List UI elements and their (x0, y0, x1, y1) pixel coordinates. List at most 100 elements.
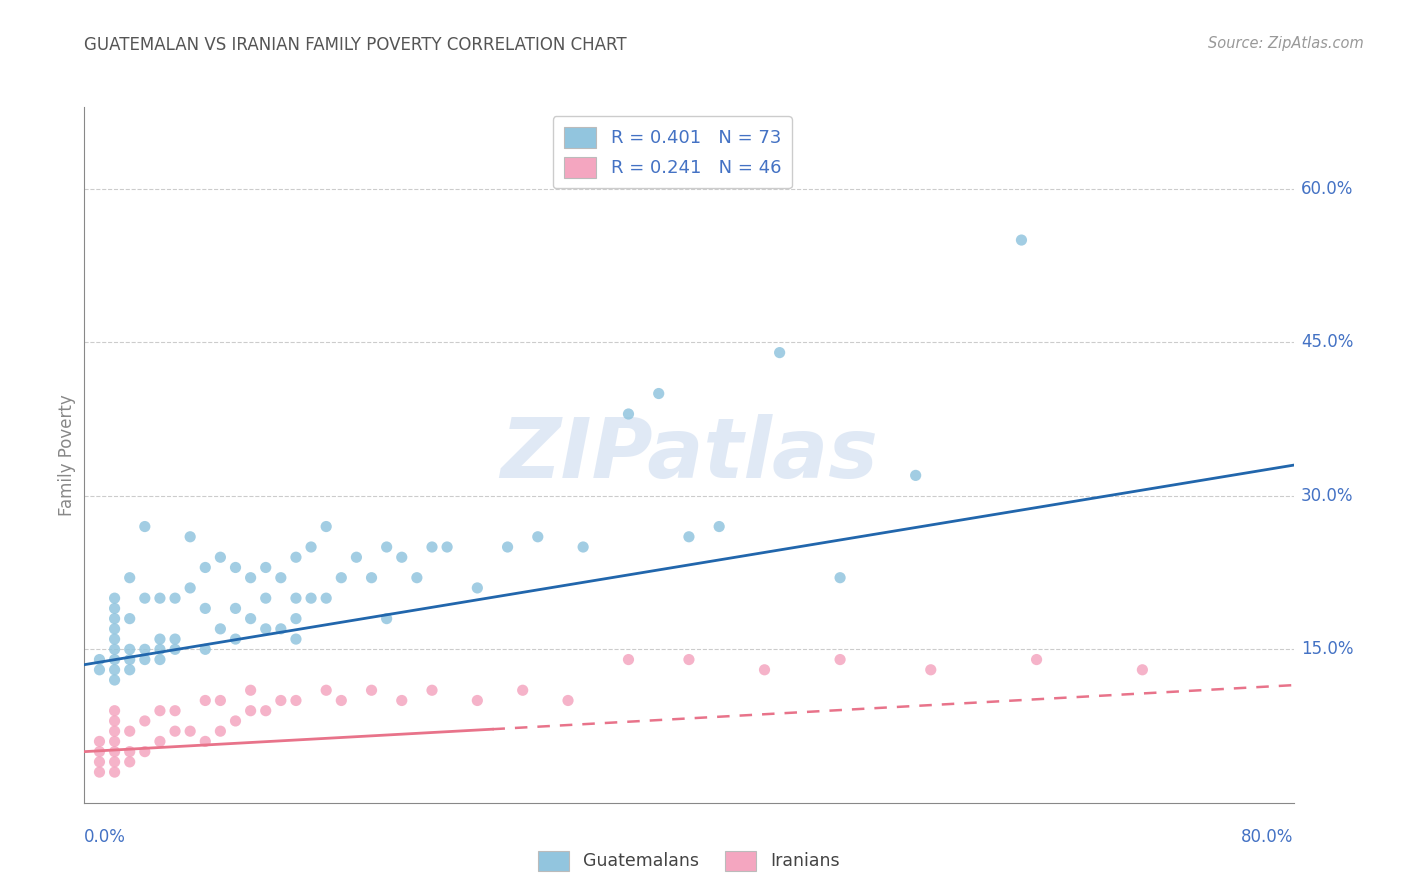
Point (118, 745, 141, 759)
Point (754, 663, 776, 677)
Point (89, 663, 111, 677)
Point (118, 663, 141, 677)
Point (149, 734, 172, 748)
Point (118, 652, 141, 666)
Point (209, 693, 232, 707)
Point (239, 704, 262, 718)
Point (830, 571, 852, 585)
Point (118, 642, 141, 657)
Point (254, 704, 277, 718)
Point (209, 550, 232, 565)
Point (104, 745, 127, 759)
Point (678, 652, 700, 666)
Point (194, 560, 217, 574)
Point (572, 540, 595, 554)
Point (134, 591, 156, 606)
Point (194, 642, 217, 657)
Point (1010, 233, 1032, 247)
Point (104, 765, 127, 780)
Point (678, 530, 700, 544)
Text: 60.0%: 60.0% (1301, 180, 1354, 198)
Point (512, 683, 534, 698)
Point (315, 683, 337, 698)
Point (104, 714, 127, 728)
Point (420, 683, 443, 698)
Point (149, 632, 172, 646)
Point (239, 612, 262, 626)
Point (904, 468, 927, 483)
Point (104, 632, 127, 646)
Point (89, 652, 111, 666)
Point (769, 345, 792, 359)
Point (104, 704, 127, 718)
Legend: Guatemalans, Iranians: Guatemalans, Iranians (531, 844, 846, 878)
Point (209, 724, 232, 739)
Point (179, 724, 201, 739)
Point (104, 652, 127, 666)
Point (1130, 663, 1153, 677)
Point (104, 734, 127, 748)
Point (330, 571, 353, 585)
Point (391, 693, 413, 707)
Text: 15.0%: 15.0% (1301, 640, 1354, 658)
Point (920, 663, 942, 677)
Point (149, 642, 172, 657)
Point (467, 693, 489, 707)
Point (270, 622, 292, 636)
Point (299, 540, 322, 554)
Point (284, 693, 308, 707)
Point (149, 591, 172, 606)
Point (225, 714, 247, 728)
Point (104, 591, 127, 606)
Point (239, 683, 262, 698)
Point (360, 683, 382, 698)
Point (467, 581, 489, 595)
Point (391, 550, 413, 565)
Text: GUATEMALAN VS IRANIAN FAMILY POVERTY CORRELATION CHART: GUATEMALAN VS IRANIAN FAMILY POVERTY COR… (84, 36, 627, 54)
Point (118, 571, 141, 585)
Point (134, 745, 156, 759)
Point (830, 652, 852, 666)
Point (118, 724, 141, 739)
Point (225, 632, 247, 646)
Point (315, 519, 337, 533)
Point (149, 704, 172, 718)
Point (709, 519, 731, 533)
Text: ZIPatlas: ZIPatlas (501, 415, 877, 495)
Point (239, 571, 262, 585)
Point (375, 540, 398, 554)
Y-axis label: Family Poverty: Family Poverty (58, 394, 76, 516)
Text: 0.0%: 0.0% (84, 829, 127, 847)
Point (617, 652, 640, 666)
Point (89, 745, 111, 759)
Text: 80.0%: 80.0% (1241, 829, 1294, 847)
Point (194, 601, 217, 615)
Point (118, 755, 141, 769)
Point (104, 642, 127, 657)
Point (118, 612, 141, 626)
Point (89, 734, 111, 748)
Point (617, 407, 640, 421)
Point (163, 632, 186, 646)
Point (436, 540, 458, 554)
Point (284, 632, 308, 646)
Point (299, 591, 322, 606)
Point (194, 693, 217, 707)
Point (163, 724, 186, 739)
Point (406, 571, 429, 585)
Point (526, 530, 548, 544)
Point (346, 550, 368, 565)
Point (163, 591, 186, 606)
Point (134, 714, 156, 728)
Point (179, 530, 201, 544)
Point (647, 386, 671, 401)
Point (104, 622, 127, 636)
Point (194, 734, 217, 748)
Text: 45.0%: 45.0% (1301, 334, 1354, 351)
Point (254, 591, 277, 606)
Point (375, 612, 398, 626)
Point (330, 693, 353, 707)
Point (270, 693, 292, 707)
Point (557, 693, 579, 707)
Point (134, 652, 156, 666)
